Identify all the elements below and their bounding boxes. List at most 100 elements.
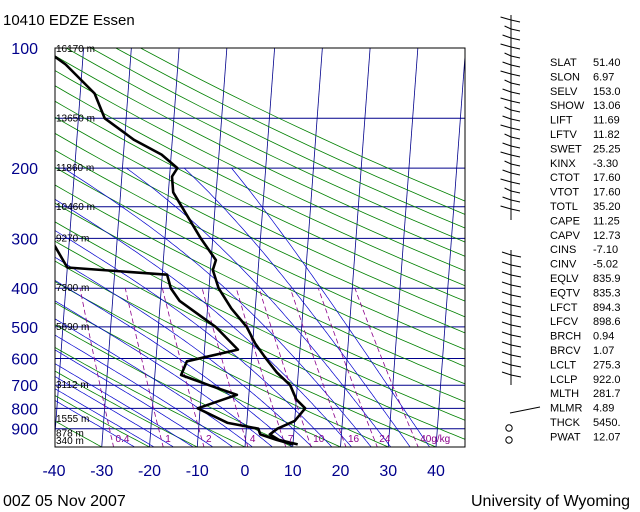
dry-adiabat: [55, 166, 465, 367]
dry-adiabat: [55, 370, 199, 447]
index-name: BRCV: [550, 345, 581, 357]
index-name: EQTV: [550, 287, 581, 299]
wind-barb: [510, 91, 521, 95]
wind-barb: [501, 331, 512, 336]
dry-adiabat: [55, 420, 103, 447]
moist-adiabat: [55, 388, 155, 447]
moist-adiabat: [55, 256, 313, 447]
dry-adiabat: [55, 281, 390, 447]
wind-barb: [500, 70, 512, 75]
index-value: 25.25: [593, 143, 621, 155]
wind-barb: [510, 324, 522, 328]
index-name: EQLV: [550, 273, 579, 285]
dry-adiabat: [66, 48, 465, 243]
height-label: 340 m: [56, 436, 84, 447]
grid-lines: [55, 48, 514, 447]
moist-adiabat: [126, 167, 392, 447]
wind-barb: [510, 199, 521, 203]
index-value: -5.02: [593, 259, 618, 271]
mixing-ratio-label: 16: [348, 434, 360, 445]
wind-barb: [501, 361, 512, 366]
wind-barb: [510, 304, 522, 308]
wind-barb: [510, 274, 522, 278]
pressure-tick-label: 900: [11, 422, 38, 439]
index-value: 35.20: [593, 201, 621, 213]
dry-adiabat: [55, 260, 438, 447]
index-value: 922.0: [593, 374, 621, 386]
wind-barb: [501, 281, 512, 286]
plot-frame: [54, 47, 466, 448]
mixing-ratio-line: [79, 288, 114, 447]
wind-barb: [510, 344, 522, 348]
isotherm-line: [292, 48, 323, 447]
pressure-tick-label: 600: [11, 351, 38, 368]
index-value: 51.40: [593, 57, 621, 69]
wind-barb: [501, 321, 512, 326]
dry-adiabat: [55, 324, 294, 447]
wind-barb: [500, 16, 512, 21]
wind-barb: [510, 64, 521, 68]
pressure-tick-label: 500: [11, 320, 38, 337]
wind-barb: [510, 364, 522, 368]
mixing-ratio-line: [289, 288, 347, 447]
index-name: CINS: [550, 244, 576, 256]
moist-adiabat: [55, 334, 234, 447]
wind-barb: [501, 251, 512, 256]
wind-barb: [510, 19, 521, 23]
isotherm-line: [244, 48, 276, 447]
wind-barb: [504, 79, 512, 84]
index-name: VTOT: [550, 187, 579, 199]
wind-barbs: [500, 15, 541, 444]
wind-barb: [510, 55, 521, 59]
dry-adiabat: [55, 116, 465, 318]
index-value: 12.73: [593, 230, 621, 242]
index-name: LCLP: [550, 374, 578, 386]
height-label: 9270 m: [56, 233, 89, 244]
wind-barb: [504, 25, 512, 30]
index-value: 275.3: [593, 359, 621, 371]
moist-adiabat: [231, 167, 431, 447]
moist-adiabat: [183, 167, 411, 447]
temperature-tick-label: -10: [186, 463, 209, 480]
wind-barb: [502, 61, 512, 66]
wind-barb: [500, 178, 512, 183]
mixing-ratio-label: 7: [288, 434, 294, 445]
wind-barb: [510, 37, 521, 41]
index-value: 6.97: [593, 71, 614, 83]
wind-barb: [502, 115, 512, 120]
dry-adiabat: [55, 395, 151, 447]
moist-adiabat: [55, 300, 273, 447]
isotherm-line: [484, 48, 514, 447]
index-name: LFTV: [550, 129, 578, 141]
mixing-ratio-line: [201, 288, 249, 447]
wind-barb: [501, 301, 512, 306]
wind-barb: [510, 28, 521, 32]
wind-barb: [510, 181, 521, 185]
wind-barb: [502, 169, 512, 174]
wind-barb: [510, 145, 521, 149]
index-name: SLON: [550, 71, 580, 83]
moist-adiabat: [55, 376, 175, 447]
wind-barb: [501, 351, 512, 356]
mixing-ratio-line: [317, 288, 378, 447]
wind-barb: [510, 154, 521, 158]
mixing-ratio-label: 4: [250, 434, 256, 445]
index-value: 1.07: [593, 345, 614, 357]
wind-barb: [510, 109, 521, 113]
dry-adiabat: [55, 347, 246, 447]
wind-barb: [502, 196, 512, 201]
wind-barb: [510, 118, 521, 122]
dry-adiabat: [115, 48, 465, 215]
station-title: 10410 EDZE Essen: [3, 12, 135, 29]
temperature-tick-label: -30: [90, 463, 113, 480]
dry-adiabat: [55, 100, 465, 302]
index-value: 13.06: [593, 100, 621, 112]
isotherm-line: [340, 48, 371, 447]
index-name: LCLT: [550, 359, 576, 371]
moist-adiabat: [55, 349, 214, 447]
wind-barb: [502, 142, 512, 147]
dry-adiabat: [55, 202, 465, 403]
wind-barb: [510, 46, 521, 50]
temperature-tick-label: 20: [332, 463, 350, 480]
